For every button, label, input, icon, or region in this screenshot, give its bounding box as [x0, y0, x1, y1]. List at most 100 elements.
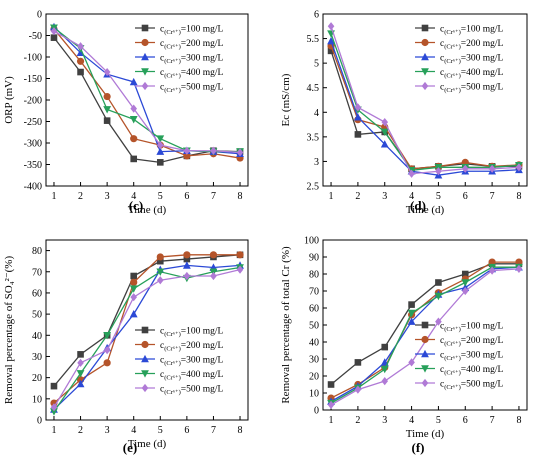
legend-marker: [141, 326, 149, 334]
data-point: [183, 255, 191, 263]
chart-panel: 0 10 20 30 40 50 60 70 80 90 100 1 2 3 4 5 6 7 8 Time (d) Re…: [280, 236, 528, 455]
data-point: [327, 22, 335, 31]
y-tick-label: -300: [24, 139, 42, 150]
plot-frame: [322, 13, 528, 187]
y-tick-label: 30: [32, 352, 42, 363]
data-point: [408, 301, 415, 308]
x-tick-label: 7: [490, 191, 495, 202]
x-tick-label: 5: [158, 191, 163, 202]
y-axis-title: Ec (mS/cm): [280, 73, 292, 126]
y-tick-label: 3.5: [307, 132, 320, 143]
series-line: [330, 266, 519, 404]
data-point: [327, 400, 335, 409]
legend-marker: [421, 24, 429, 32]
x-tick-label: 4: [409, 415, 414, 426]
series-line: [330, 26, 519, 175]
data-point: [435, 279, 442, 286]
legend-entry: c(Cr⁶⁺)=300 mg/L: [440, 351, 504, 363]
data-point: [129, 116, 138, 124]
legend-marker: [141, 354, 149, 363]
legend-entry: c(Cr⁶⁺)=300 mg/L: [160, 356, 224, 368]
data-point: [380, 128, 389, 137]
series-line: [330, 266, 519, 403]
data-point: [50, 27, 58, 36]
legend: c(Cr⁶⁺)=100 mg/L c(Cr⁶⁺)=200 mg/L c(Cr⁶⁺)=…: [135, 24, 224, 94]
data-point: [76, 379, 85, 388]
data-series: [327, 22, 523, 178]
data-point: [156, 268, 165, 276]
x-tick-label: 2: [78, 425, 83, 436]
data-point: [236, 148, 244, 157]
legend-marker: [141, 24, 149, 32]
data-point: [408, 358, 415, 367]
data-point: [156, 141, 164, 150]
x-tick-label: 4: [131, 191, 136, 202]
data-point: [156, 159, 164, 166]
y-tick-label: 40: [32, 331, 42, 342]
x-tick-label: 1: [51, 425, 56, 436]
legend-marker: [141, 81, 149, 91]
data-point: [130, 135, 138, 143]
data-point: [130, 272, 138, 280]
y-tick-label: 4: [314, 108, 319, 119]
x-tick-label: 8: [516, 191, 521, 202]
series-line: [53, 266, 241, 412]
x-tick-label: 5: [436, 191, 441, 202]
x-tick-label: 5: [436, 415, 441, 426]
y-tick-label: 0: [37, 10, 42, 21]
x-tick-label: 8: [516, 415, 521, 426]
legend: c(Cr⁶⁺)=100 mg/L c(Cr⁶⁺)=200 mg/L c(Cr⁶⁺)=…: [415, 322, 504, 391]
y-tick-label: 90: [309, 253, 319, 264]
data-point: [130, 278, 138, 286]
data-point: [77, 68, 84, 76]
data-point: [488, 164, 496, 173]
data-point: [129, 310, 138, 318]
data-point: [435, 167, 442, 176]
y-tick-label: 60: [309, 304, 319, 315]
legend-marker: [141, 370, 149, 378]
panel-label: (c): [129, 198, 143, 213]
y-axis-title: Removal percentage of SO₄²⁻(%): [3, 256, 15, 405]
legend-marker: [421, 365, 429, 373]
data-point: [129, 77, 138, 86]
y-tick-label: 30: [309, 355, 319, 366]
legend-marker: [421, 38, 429, 47]
series-line: [53, 264, 241, 410]
series-line: [330, 40, 519, 176]
data-point: [183, 146, 191, 155]
legend-marker: [421, 52, 429, 61]
legend-marker: [141, 68, 149, 76]
data-point: [461, 270, 469, 278]
x-tick-label: 3: [382, 191, 387, 202]
y-tick-label: -150: [24, 74, 42, 85]
y-tick-label: -350: [24, 160, 42, 171]
y-tick-label: 0: [37, 416, 42, 427]
data-point: [354, 385, 362, 394]
data-point: [515, 264, 523, 273]
data-point: [381, 343, 389, 351]
data-point: [434, 292, 443, 301]
y-tick-label: 50: [309, 321, 319, 332]
legend-entry: c(Cr⁶⁺)=100 mg/L: [160, 25, 224, 37]
x-tick-label: 6: [463, 191, 468, 202]
legend-entry: c(Cr⁶⁺)=100 mg/L: [160, 327, 224, 339]
x-tick-label: 4: [131, 425, 136, 436]
y-tick-label: 80: [309, 270, 319, 281]
x-axis-title: Time (d): [406, 428, 445, 440]
legend-entry: c(Cr⁶⁺)=200 mg/L: [440, 336, 504, 348]
data-point: [354, 131, 362, 138]
y-tick-label: -400: [24, 182, 42, 193]
x-tick-label: 6: [184, 191, 189, 202]
data-point: [103, 346, 111, 355]
data-point: [50, 34, 58, 41]
data-point: [488, 266, 496, 275]
legend-marker: [421, 81, 429, 91]
series-line: [53, 30, 241, 154]
legend-entry: c(Cr⁶⁺)=400 mg/L: [440, 68, 504, 80]
x-axis-title: Time (d): [128, 204, 167, 216]
legend-entry: c(Cr⁶⁺)=100 mg/L: [440, 25, 504, 37]
data-point: [183, 152, 191, 160]
plot-frame: [45, 239, 249, 421]
data-point: [182, 261, 191, 269]
data-point: [77, 42, 84, 51]
